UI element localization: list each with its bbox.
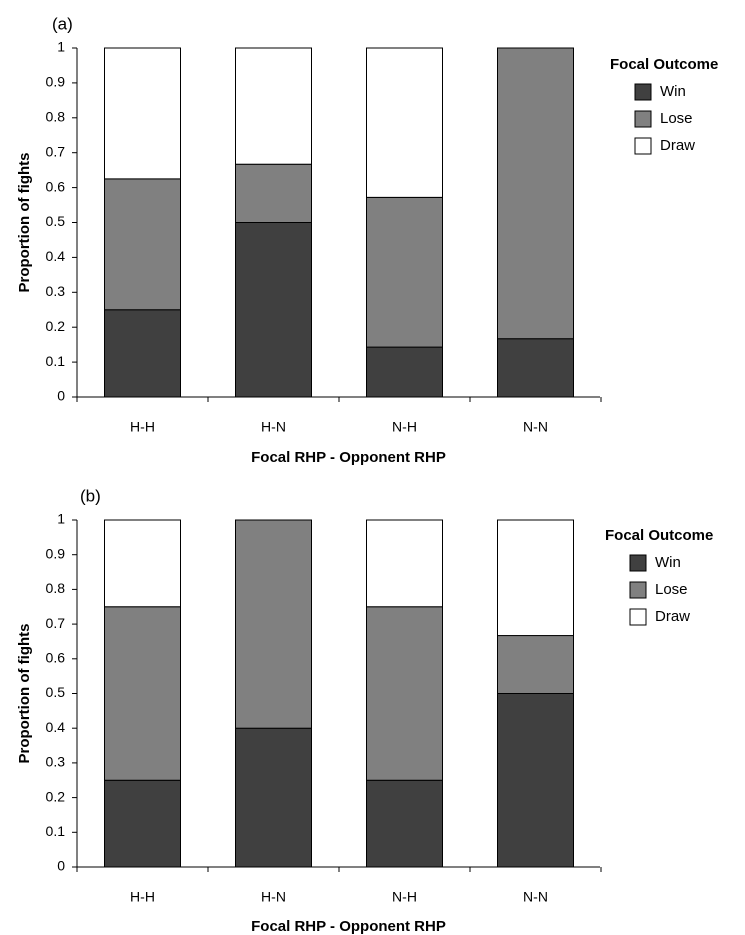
bar-segment-win-h-n [235,222,312,398]
y-tick-label: 0.8 [46,580,66,596]
x-tick-label: N-N [523,419,548,435]
bar-segment-draw-n-n [497,519,574,637]
legend-label-win: Win [660,83,686,100]
bar-segment-draw-h-n [235,47,312,165]
y-tick-label: 0 [57,858,65,874]
y-axis-title: Proportion of fights [16,153,33,293]
x-tick-label: H-H [130,419,155,435]
y-tick-label: 0.1 [46,823,66,839]
legend-swatch-lose [629,581,647,599]
y-tick-label: 0.4 [46,719,66,735]
y-tick-label: 0.7 [46,615,66,631]
y-tick-label: 0.3 [46,754,66,770]
y-tick-label: 0.9 [46,545,66,561]
bar-segment-win-h-h [104,309,181,398]
y-tick-label: 0.5 [46,684,66,700]
legend-title: Focal Outcome [610,56,718,73]
bar-segment-lose-n-h [366,196,443,348]
legend-label-lose: Lose [655,581,688,598]
y-tick-label: 1 [57,511,65,527]
panel-label: (a) [52,14,73,33]
bar-segment-win-h-n [235,727,312,868]
legend-label-draw: Draw [660,137,695,154]
y-tick-label: 0.6 [46,650,66,666]
y-tick-label: 0 [57,388,65,404]
bar-segment-win-n-h [366,779,443,868]
legend-swatch-draw [634,137,652,155]
y-tick-label: 0.5 [46,213,66,229]
bar-segment-lose-n-h [366,606,443,781]
bar-segment-lose-n-n [497,47,574,340]
chart-panel-a: (a) 0 0.1 0.2 0.3 0.4 0.5 0.6 0.7 0.8 0.9 1 H-H H-N N-… [16,14,718,465]
y-tick-label: 1 [57,39,65,55]
legend: Focal Outcome Win Lose Draw [610,56,718,155]
bar-segment-win-h-h [104,779,181,868]
bar-segment-draw-n-h [366,47,443,198]
legend-label-lose: Lose [660,110,693,127]
legend-swatch-draw [629,608,647,626]
bar-segment-lose-h-n [235,519,312,729]
x-tick-label: N-N [523,889,548,905]
legend-swatch-lose [634,110,652,128]
bar-segment-lose-h-h [104,606,181,781]
x-axis-title: Focal RHP - Opponent RHP [251,918,446,935]
x-tick-label: H-N [261,889,286,905]
legend-swatch-win [629,554,647,572]
y-axis-title: Proportion of fights [16,624,33,764]
legend-swatch-win [634,83,652,101]
legend-label-win: Win [655,554,681,571]
y-tick-label: 0.9 [46,74,66,90]
bar-segment-win-n-n [497,693,574,868]
bar-segment-draw-h-h [104,519,181,608]
legend-title: Focal Outcome [605,527,713,544]
bar-segment-draw-h-h [104,47,181,180]
y-tick-label: 0.1 [46,353,66,369]
bar-segment-draw-n-h [366,519,443,608]
chart-panel-b: (b) 0 0.1 0.2 0.3 0.4 0.5 0.6 0.7 0.8 0.9 1 H-H H-N N-… [16,486,713,934]
y-tick-label: 0.8 [46,109,66,125]
y-tick-label: 0.3 [46,283,66,299]
bar-segment-win-n-n [497,338,574,398]
legend-label-draw: Draw [655,608,690,625]
y-tick-label: 0.2 [46,788,66,804]
x-axis-title: Focal RHP - Opponent RHP [251,449,446,466]
bar-segment-lose-n-n [497,635,574,695]
bar-segment-lose-h-n [235,163,312,223]
panel-label: (b) [80,486,101,505]
x-tick-label: H-H [130,889,155,905]
x-tick-label: H-N [261,419,286,435]
bar-segment-win-n-h [366,346,443,398]
x-tick-label: N-H [392,889,417,905]
bar-segment-lose-h-h [104,178,181,311]
legend: Focal Outcome Win Lose Draw [605,527,713,626]
x-tick-label: N-H [392,419,417,435]
y-tick-label: 0.7 [46,143,66,159]
y-tick-label: 0.4 [46,248,66,264]
y-tick-label: 0.6 [46,178,66,194]
y-tick-label: 0.2 [46,318,66,334]
